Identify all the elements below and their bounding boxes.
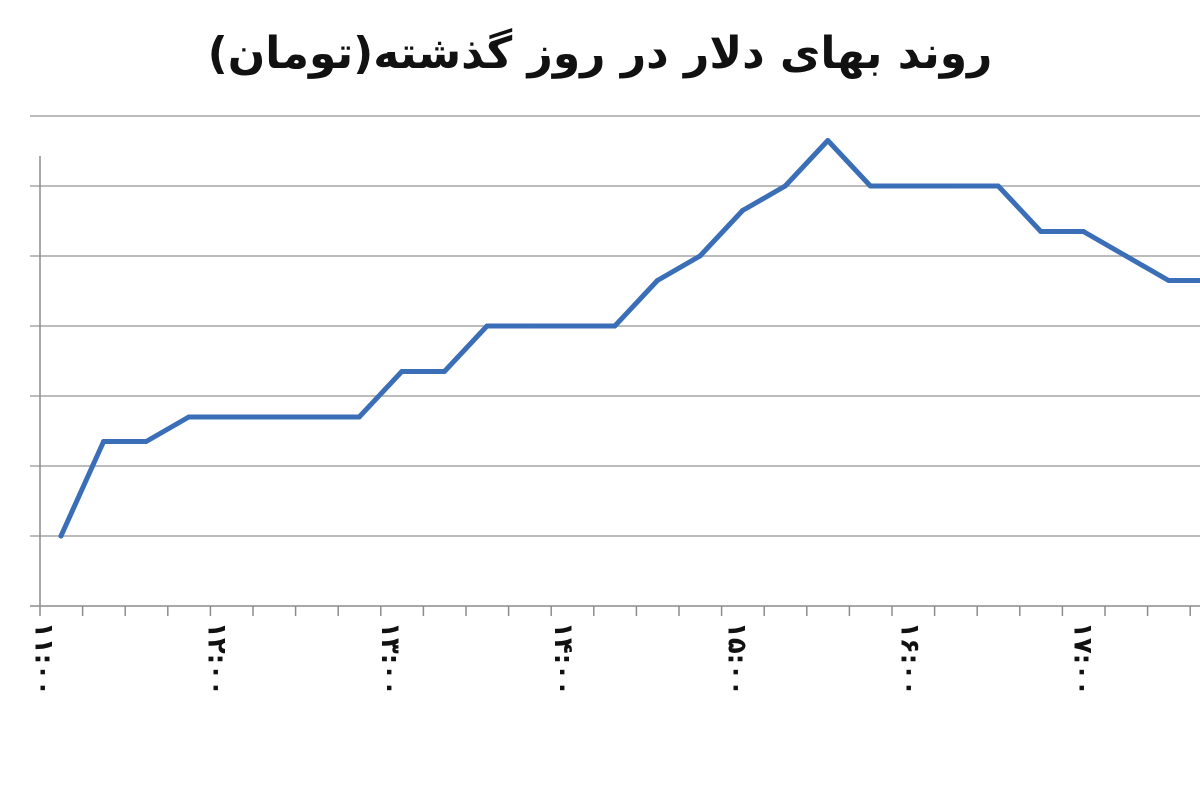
data-point (356, 414, 362, 420)
data-point (697, 253, 703, 259)
x-tick-label: ۱۲:۰۰ (202, 622, 232, 696)
data-point (101, 439, 107, 444)
data-point (1038, 229, 1044, 234)
data-point (314, 414, 320, 420)
data-point (953, 183, 959, 189)
data-point (1123, 253, 1129, 259)
data-point (58, 533, 64, 539)
x-tick-label: ۱۴:۰۰ (548, 622, 578, 696)
data-point (228, 414, 234, 420)
data-point (1166, 278, 1172, 283)
x-tick-label: ۱۷:۰۰ (1068, 622, 1098, 696)
gridlines (30, 115, 1200, 537)
data-point (441, 369, 447, 374)
data-point (484, 323, 490, 329)
data-point (782, 183, 788, 189)
series-line (58, 138, 1200, 539)
data-point (569, 323, 575, 329)
x-tick-label: ۱۵:۰۰ (721, 622, 751, 696)
data-point (399, 369, 405, 374)
data-point (910, 183, 916, 189)
data-point (612, 323, 618, 329)
x-tick-label: ۱۳:۰۰ (375, 622, 405, 696)
data-point (825, 138, 831, 143)
chart-title: روند بهای دلار در روز گذشته(تومان) (207, 28, 993, 79)
x-tick-label: ۱۶:۰۰ (895, 622, 925, 696)
axes (30, 156, 1200, 616)
data-point (271, 414, 277, 420)
data-point (995, 183, 1001, 189)
data-point (740, 208, 746, 213)
data-point (527, 323, 533, 329)
x-tick-label: ۱۱:۰۰ (29, 622, 59, 696)
data-point (654, 278, 660, 283)
data-point (1080, 229, 1086, 234)
series-layer (58, 138, 1200, 539)
data-point (186, 414, 192, 420)
data-point (867, 183, 873, 189)
x-tick-labels: ۱۱:۰۰ ۱۲:۰۰ ۱۳:۰۰ ۱۴:۰۰ ۱۵:۰۰ ۱۶:۰۰ ۱۷:۰۰ (29, 622, 1098, 696)
data-point (143, 439, 149, 444)
